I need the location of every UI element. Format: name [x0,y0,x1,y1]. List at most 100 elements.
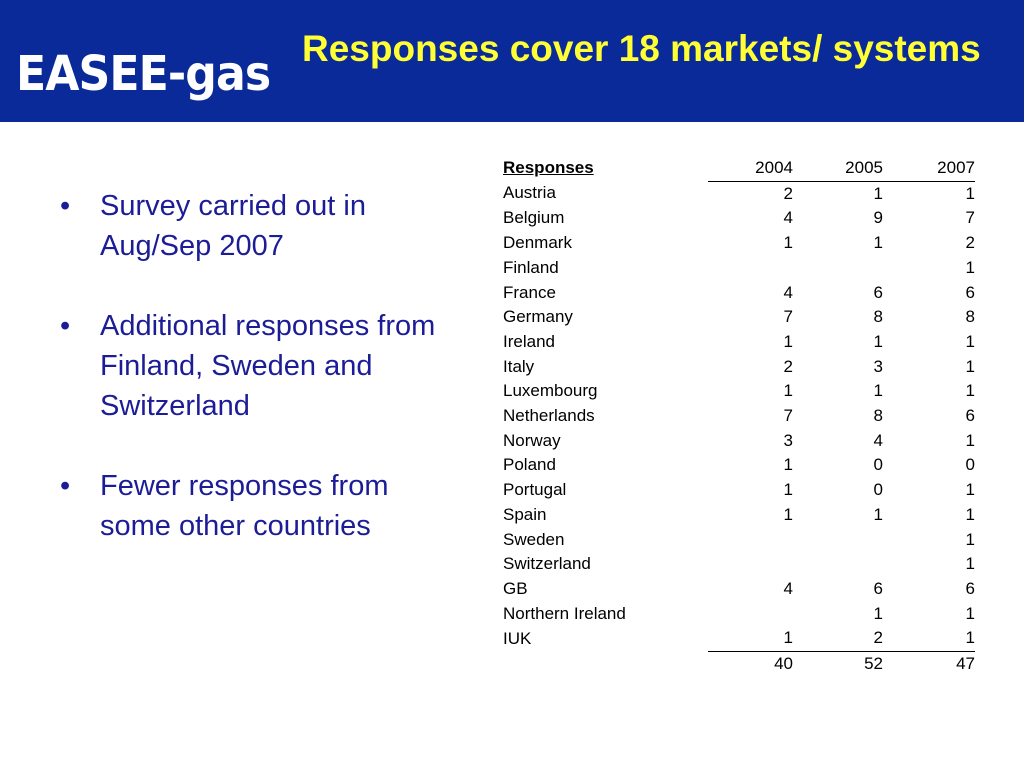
value-2007-cell: 1 [965,257,975,277]
bullet-item: • Survey carried out in Aug/Sep 2007 [60,186,460,266]
table-row: Belgium 4 9 7 [500,206,975,231]
value-2005-cell: 0 [873,480,883,500]
value-2004-cell: 1 [783,331,793,351]
value-2004-cell: 1 [783,233,793,253]
country-cell: Austria [503,183,556,203]
value-2005-cell: 1 [873,504,883,524]
value-2007-cell: 1 [965,430,975,450]
value-2004-cell: 1 [783,381,793,401]
bullet-text: Survey carried out in Aug/Sep 2007 [100,190,366,262]
table-row: Spain 1 1 1 [500,503,975,528]
country-cell: Poland [503,455,556,475]
table-row: Denmark 1 1 2 [500,231,975,256]
table-row: Ireland 1 1 1 [500,330,975,355]
table-row: Portugal 1 0 1 [500,478,975,503]
bullet-list: • Survey carried out in Aug/Sep 2007 • A… [60,186,460,586]
bullet-icon: • [60,470,71,502]
total-2005: 52 [864,654,883,674]
value-2005-cell: 9 [873,208,883,228]
table-row: France 4 6 6 [500,281,975,306]
value-2005-cell: 1 [873,331,883,351]
value-2004-cell: 2 [783,183,793,203]
responses-table: Responses 2004 2005 2007 Austria 2 1 1 Belgi… [500,156,975,677]
country-cell: Norway [503,430,561,450]
value-2007-cell: 1 [965,331,975,351]
table-row: Sweden 1 [500,528,975,553]
table-row: Austria 2 1 1 [500,181,975,206]
bullet-item: • Fewer responses from some other countr… [60,466,460,546]
value-2004-cell: 3 [783,430,793,450]
table-row: IUK 1 2 1 [500,626,975,653]
table-row: Luxembourg 1 1 1 [500,379,975,404]
table-row: Italy 2 3 1 [500,355,975,380]
column-header-2007: 2007 [883,156,975,182]
bullet-text: Fewer responses from some other countrie… [100,470,389,542]
value-2005-cell: 8 [873,307,883,327]
value-2004-cell: 1 [708,626,793,653]
value-2007-cell: 2 [965,233,975,253]
value-2005-cell: 1 [873,183,883,203]
table-row: Netherlands 7 8 6 [500,404,975,429]
value-2007-cell: 6 [965,282,975,302]
table-row: GB 4 6 6 [500,577,975,602]
table-row: Northern Ireland 1 1 [500,602,975,627]
value-2005-cell: 4 [873,430,883,450]
totals-label [500,652,708,677]
value-2005-cell [793,256,883,281]
value-2007-cell: 1 [965,356,975,376]
value-2004-cell: 1 [783,480,793,500]
country-cell: Luxembourg [503,381,598,401]
value-2005-cell: 2 [793,626,883,653]
country-cell: Denmark [503,233,572,253]
bullet-icon: • [60,310,71,342]
bullet-item: • Additional responses from Finland, Swe… [60,306,460,426]
value-2005-cell: 0 [873,455,883,475]
value-2004-cell: 4 [783,282,793,302]
country-cell: Switzerland [503,554,591,574]
value-2004-cell: 1 [783,504,793,524]
value-2007-cell: 1 [965,529,975,549]
country-cell: GB [503,578,528,598]
value-2004-cell: 7 [783,406,793,426]
table-row: Norway 3 4 1 [500,429,975,454]
value-2005-cell: 3 [873,356,883,376]
value-2005-cell: 8 [873,406,883,426]
table-row: Finland 1 [500,256,975,281]
value-2004-cell [708,552,793,577]
value-2005-cell [793,552,883,577]
bullet-text: Additional responses from Finland, Swede… [100,310,436,422]
country-cell: IUK [503,628,532,648]
country-cell: Sweden [503,529,565,549]
value-2007-cell: 0 [965,455,975,475]
value-2007-cell: 8 [965,307,975,327]
value-2004-cell: 1 [783,455,793,475]
value-2004-cell [708,528,793,553]
value-2004-cell [708,602,793,627]
totals-row: 40 52 47 [500,652,975,677]
value-2007-cell: 1 [965,554,975,574]
total-2007: 47 [956,654,975,674]
value-2005-cell [793,528,883,553]
value-2007-cell: 6 [965,578,975,598]
table-header-row: Responses 2004 2005 2007 [500,156,975,182]
country-cell: Germany [503,307,573,327]
value-2005-cell: 1 [873,233,883,253]
country-cell: Belgium [503,208,565,228]
total-2004: 40 [774,654,793,674]
value-2005-cell: 1 [873,381,883,401]
value-2004-cell: 2 [783,356,793,376]
country-cell: Italy [503,356,535,376]
country-cell: Spain [503,504,547,524]
value-2005-cell: 6 [873,282,883,302]
value-2005-cell: 1 [873,603,883,623]
column-header-2005: 2005 [793,156,883,182]
slide-title: Responses cover 18 markets/ systems [302,28,981,69]
value-2004-cell [708,256,793,281]
value-2007-cell: 1 [883,626,975,653]
value-2007-cell: 7 [965,208,975,228]
country-cell: Portugal [503,480,567,500]
table-row: Switzerland 1 [500,552,975,577]
column-header-responses: Responses [503,158,594,178]
value-2007-cell: 6 [965,406,975,426]
table-body: Austria 2 1 1 Belgium 4 9 7 Denmark 1 1 2 Finland 1 Fr… [500,181,975,653]
